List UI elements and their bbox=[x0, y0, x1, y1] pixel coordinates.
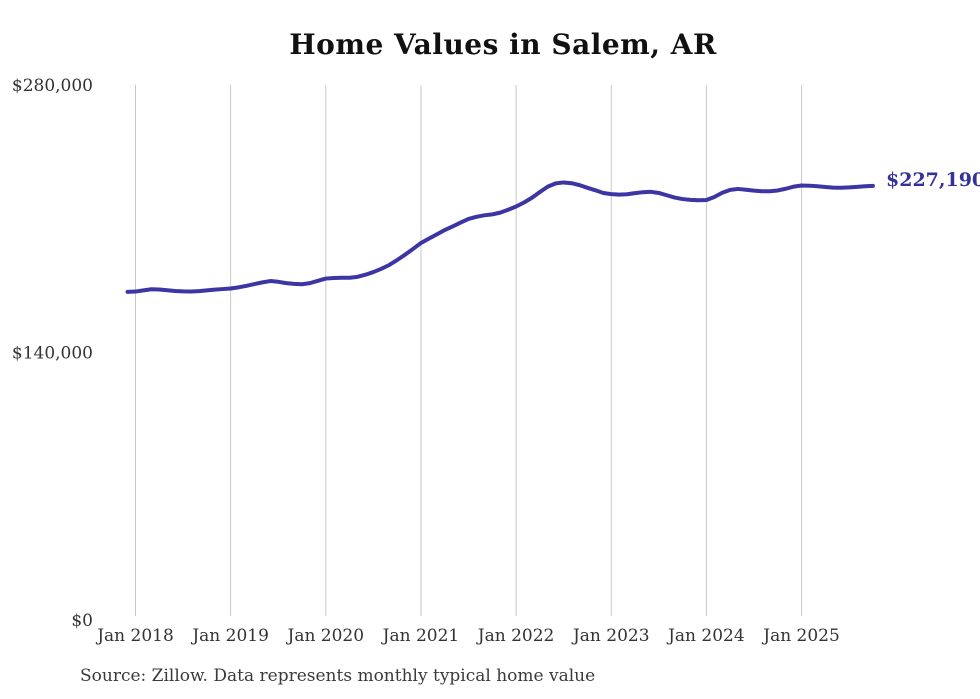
x-axis-tick-label: Jan 2024 bbox=[666, 626, 745, 646]
x-axis-tick-label: Jan 2023 bbox=[571, 626, 650, 646]
x-axis-tick-label: Jan 2018 bbox=[95, 626, 174, 646]
y-axis-tick-label: $140,000 bbox=[12, 344, 93, 364]
x-axis-tick-label: Jan 2025 bbox=[761, 626, 840, 646]
source-attribution: Source: Zillow. Data represents monthly … bbox=[80, 666, 596, 686]
x-axis-tick-label: Jan 2020 bbox=[286, 626, 365, 646]
x-axis-tick-label: Jan 2022 bbox=[476, 626, 555, 646]
y-axis-tick-label: $0 bbox=[71, 611, 93, 631]
x-axis-tick-label: Jan 2019 bbox=[190, 626, 269, 646]
x-axis-tick-label: Jan 2021 bbox=[381, 626, 460, 646]
latest-value-label: $227,190 bbox=[886, 169, 980, 191]
home-value-line-series bbox=[125, 180, 875, 294]
chart-title: Home Values in Salem, AR bbox=[289, 28, 717, 61]
y-axis-tick-label: $280,000 bbox=[12, 76, 93, 96]
